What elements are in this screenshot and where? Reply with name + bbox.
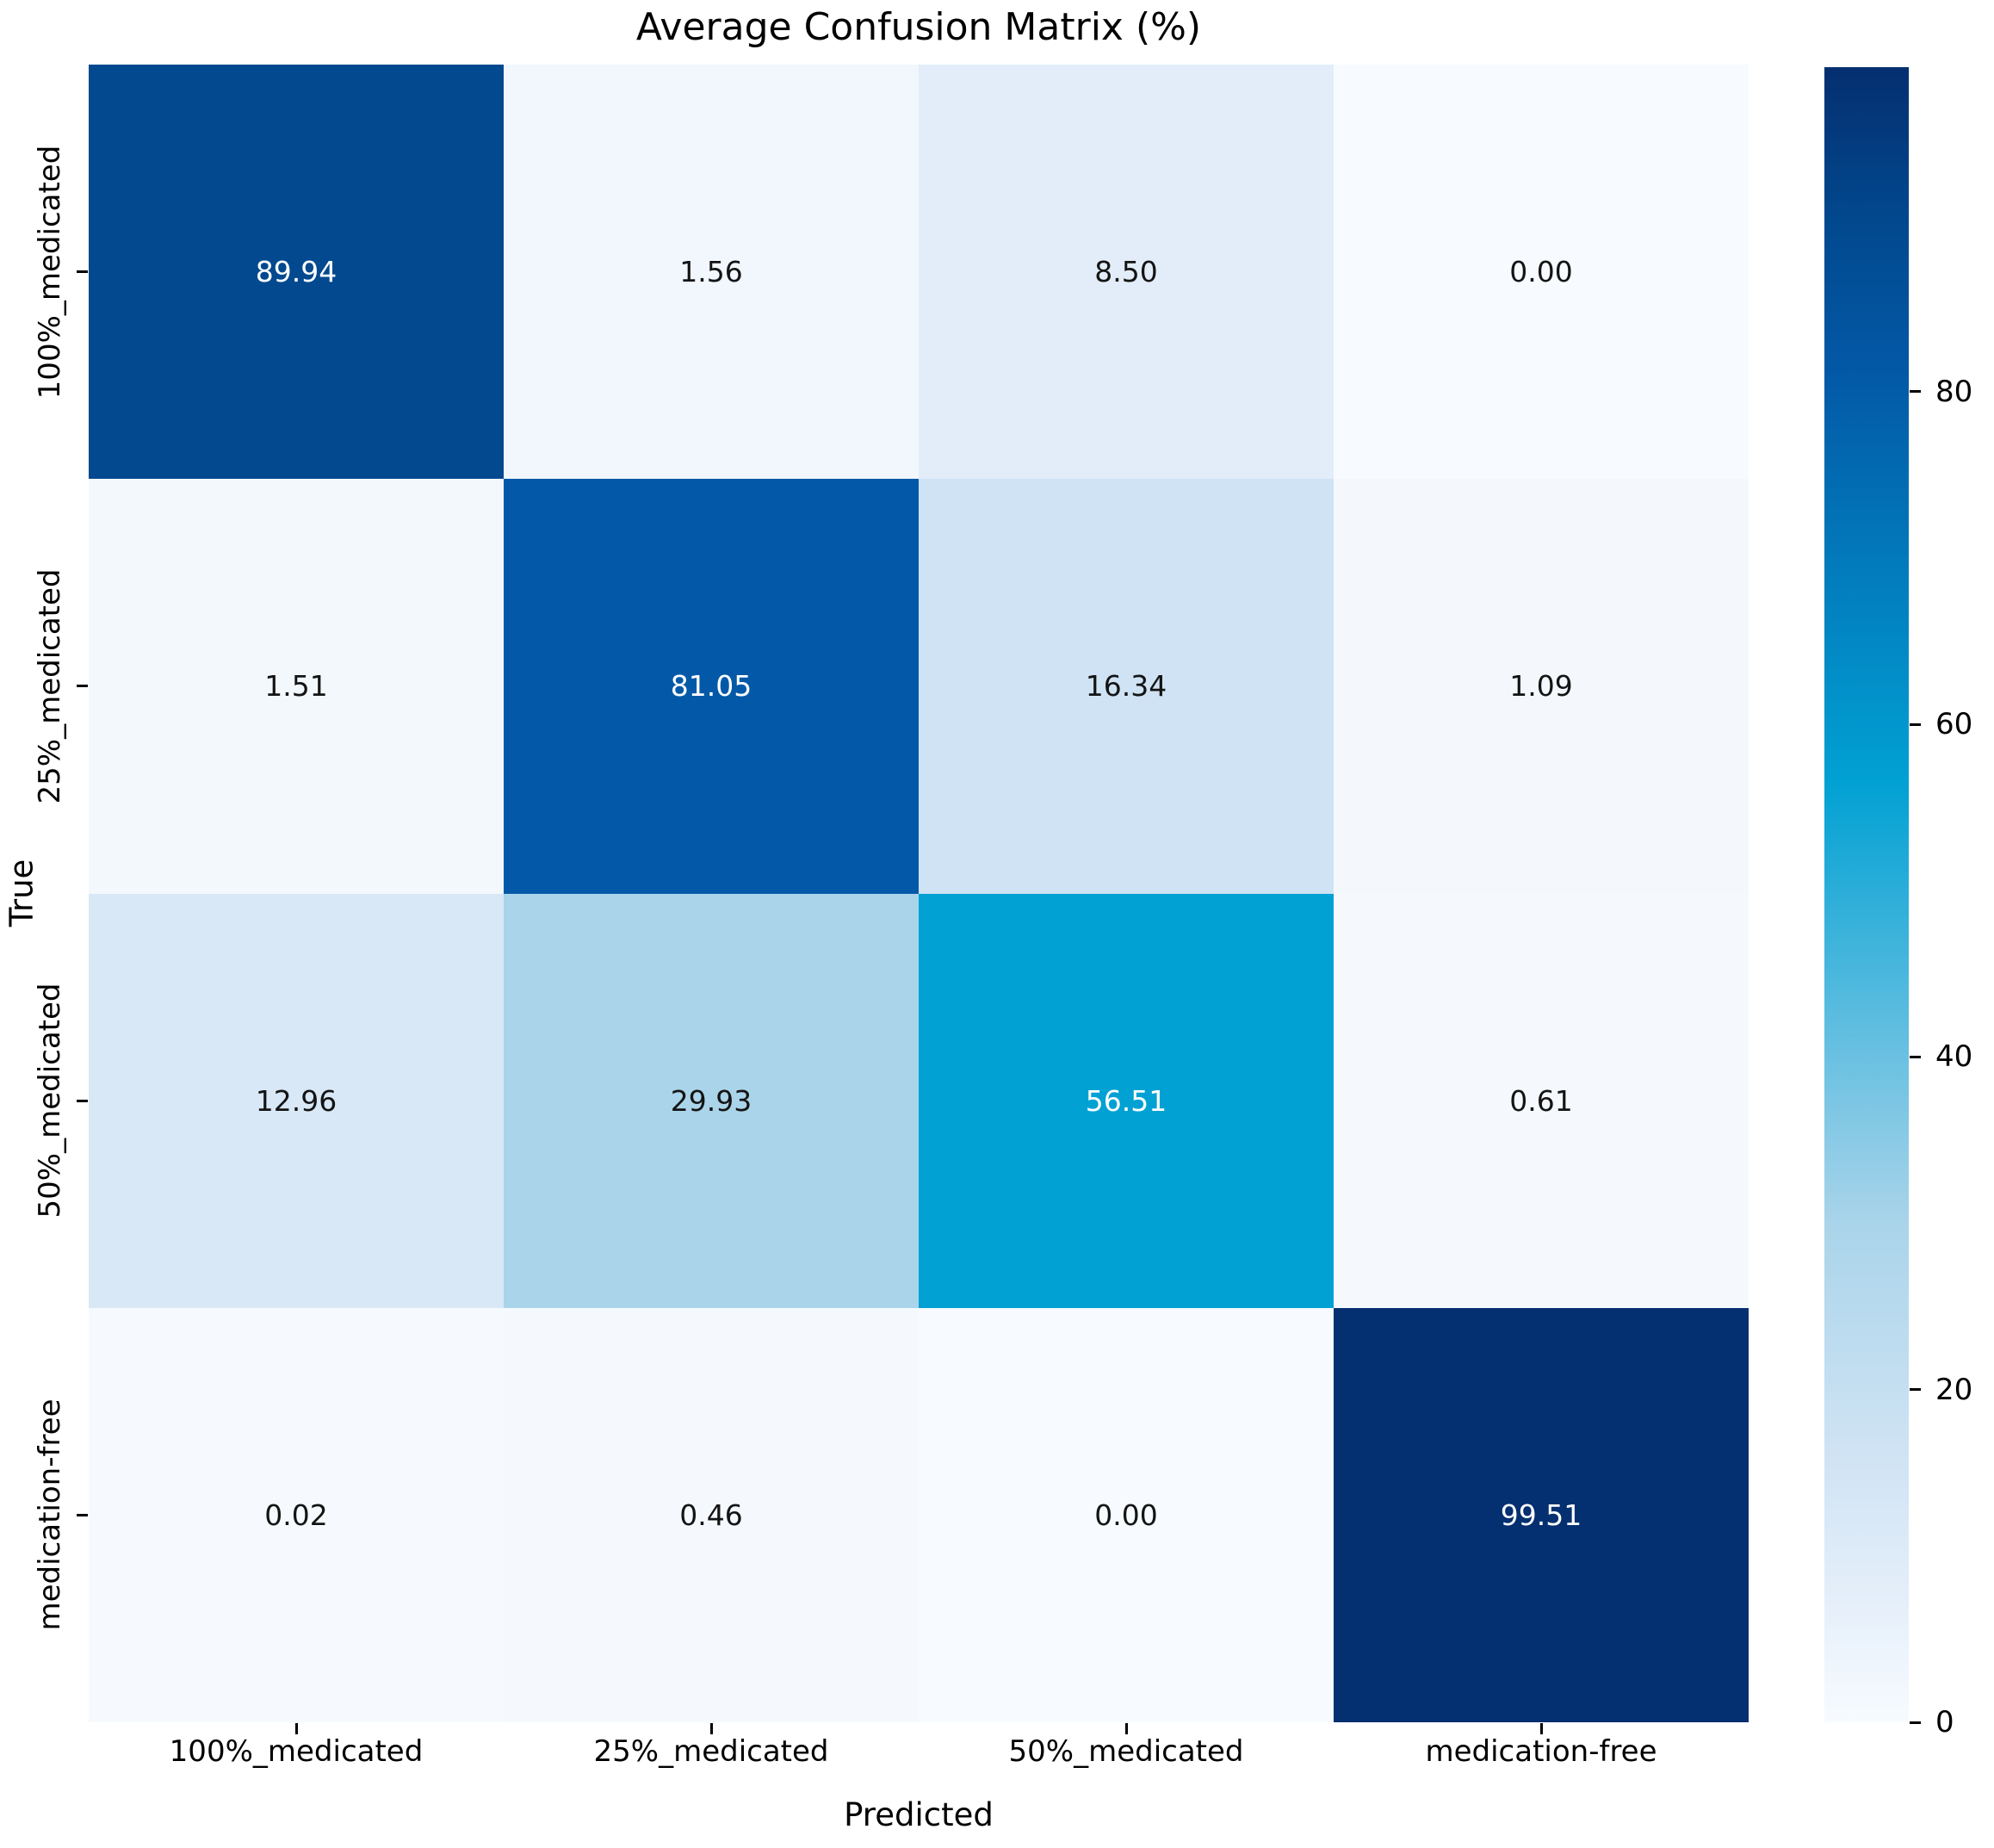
colorbar-tickmark [1910,722,1921,726]
cell-value: 0.46 [679,1498,743,1532]
heatmap-cell: 16.34 [919,479,1334,894]
x-tick-label: 25%_medicated [593,1734,829,1769]
y-tick-label: medication-free [33,1398,67,1631]
heatmap-grid: 89.94 1.56 8.50 0.00 1.51 81.05 16.34 1.09 12.96… [89,65,1749,1722]
heatmap-cell: 1.09 [1334,479,1749,894]
colorbar-tickmark [1910,1721,1921,1724]
cell-value: 0.00 [1509,255,1573,289]
y-tickmark [77,270,88,274]
y-tick-label: 25%_medicated [33,568,67,804]
y-tickmark [77,685,88,688]
cell-value: 1.56 [679,255,743,289]
x-tickmark [1539,1723,1543,1734]
heatmap-cell: 0.46 [504,1307,919,1722]
heatmap-cell: 0.61 [1334,893,1749,1308]
colorbar-tickmark [1910,1055,1921,1058]
heatmap-cell: 0.02 [89,1307,504,1722]
y-tickmark [77,1099,88,1102]
colorbar-tickmark [1910,390,1921,394]
heatmap-cell: 0.00 [919,1307,1334,1722]
heatmap-cell: 89.94 [89,65,504,480]
colorbar-tick-label: 60 [1935,707,1973,742]
heatmap-cell: 56.51 [919,893,1334,1308]
x-tickmark [709,1723,713,1734]
x-tickmark [1124,1723,1128,1734]
cell-value: 81.05 [670,669,752,704]
x-axis-label: Predicted [844,1796,994,1833]
cell-value: 1.09 [1509,669,1573,704]
y-axis-label: True [3,859,40,927]
colorbar-tick-label: 20 [1935,1372,1973,1407]
x-tick-label: 50%_medicated [1008,1734,1244,1769]
cell-value: 8.50 [1094,255,1158,289]
cell-value: 99.51 [1500,1498,1582,1532]
cell-value: 12.96 [255,1083,337,1118]
cell-value: 29.93 [670,1083,752,1118]
cell-value: 1.51 [264,669,328,704]
heatmap-cell: 29.93 [504,893,919,1308]
heatmap-cell: 8.50 [919,65,1334,480]
chart-title: Average Confusion Matrix (%) [635,5,1202,49]
cell-value: 16.34 [1085,669,1167,704]
heatmap-cell: 81.05 [504,479,919,894]
x-tickmark [294,1723,298,1734]
colorbar-tick-label: 80 [1935,374,1973,409]
cell-value: 0.61 [1509,1083,1573,1118]
heatmap-cell: 0.00 [1334,65,1749,480]
heatmap-cell: 12.96 [89,893,504,1308]
y-tick-label: 100%_medicated [33,145,67,399]
cell-value: 56.51 [1085,1083,1167,1118]
heatmap-cell: 1.56 [504,65,919,480]
x-tick-label: 100%_medicated [169,1734,424,1769]
y-tick-label: 50%_medicated [33,983,67,1219]
heatmap-cell: 1.51 [89,479,504,894]
heatmap-cell: 99.51 [1334,1307,1749,1722]
colorbar-tick-label: 0 [1935,1705,1954,1739]
cell-value: 0.00 [1094,1498,1158,1532]
colorbar [1824,67,1909,1722]
cell-value: 89.94 [255,255,337,289]
x-tick-label: medication-free [1425,1734,1657,1769]
y-tickmark [77,1513,88,1516]
cell-value: 0.02 [264,1498,328,1532]
colorbar-tick-label: 40 [1935,1039,1973,1075]
colorbar-tickmark [1910,1388,1921,1392]
